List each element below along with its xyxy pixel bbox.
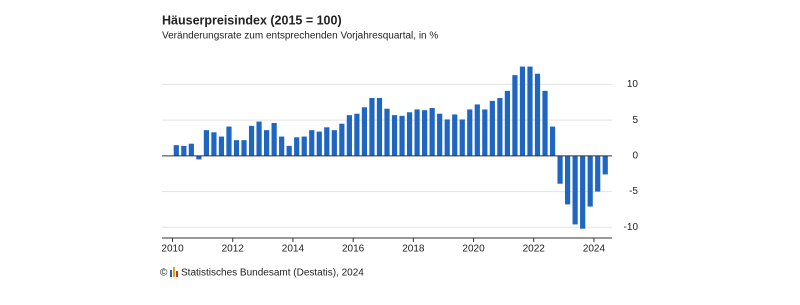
x-tick-label: 2018 [402,244,425,255]
bar [294,137,300,156]
bar [181,145,187,156]
y-tick-label: 5 [632,115,638,126]
bar [527,66,533,156]
bar [595,155,601,192]
bar [354,113,360,156]
source: Statistisches Bundesamt (Destatis), 2024 [181,268,364,279]
bar [474,104,480,156]
bar [587,155,593,207]
bar [369,98,375,156]
bar [414,109,420,156]
bar [406,112,413,156]
bar [263,130,270,156]
x-tick-label: 2022 [523,244,546,255]
chart-subtitle: Veränderungsrate zum entsprechenden Vorj… [162,31,438,42]
bar [226,126,232,156]
x-tick-label: 2010 [161,244,184,255]
bar [497,98,503,156]
bar [565,155,571,205]
bar [504,90,511,156]
logo [170,267,178,277]
bar [437,113,443,156]
bar [489,100,495,156]
bar [309,130,315,156]
bar [444,119,450,156]
bar [384,108,390,156]
bar [324,127,330,156]
x-tick-label: 2016 [342,244,365,255]
bar [459,119,465,156]
bar [512,75,518,156]
chart-title: Häuserpreisindex (2015 = 100) [162,13,342,27]
bar [452,114,458,156]
bar [203,130,209,156]
y-tick-label: -5 [629,186,638,197]
y-tick-label: -10 [624,222,639,233]
bar [271,123,277,156]
bar [391,115,398,156]
bar [549,126,556,156]
bar [376,98,383,156]
bar [429,108,435,156]
bar [241,140,247,156]
bar [482,109,488,156]
bar [519,66,526,156]
bar [248,125,255,156]
bar [286,145,292,156]
bar [211,132,217,156]
bar [301,136,307,156]
bar [542,90,548,156]
bar [316,131,322,156]
bar [557,155,563,184]
x-tick-label: 2014 [282,244,305,255]
bar [173,145,179,156]
x-tick-label: 2012 [222,244,245,255]
bar [422,110,428,156]
bar [279,136,285,156]
bar [361,107,368,156]
bar [233,140,240,156]
bar [602,155,608,175]
copyright: © [160,268,168,279]
bar [339,123,345,156]
bar [196,155,202,160]
y-tick-label: 0 [632,150,638,161]
bar [399,115,405,156]
bar [572,155,578,225]
x-tick-label: 2024 [583,244,606,255]
bar [580,155,586,229]
bar [346,115,352,156]
bar [188,143,194,156]
bar [331,130,337,156]
bar [534,73,541,156]
y-tick-label: 10 [627,79,639,90]
bar [467,109,473,156]
bar [218,136,225,156]
bar [256,121,262,156]
x-tick-label: 2020 [462,244,485,255]
